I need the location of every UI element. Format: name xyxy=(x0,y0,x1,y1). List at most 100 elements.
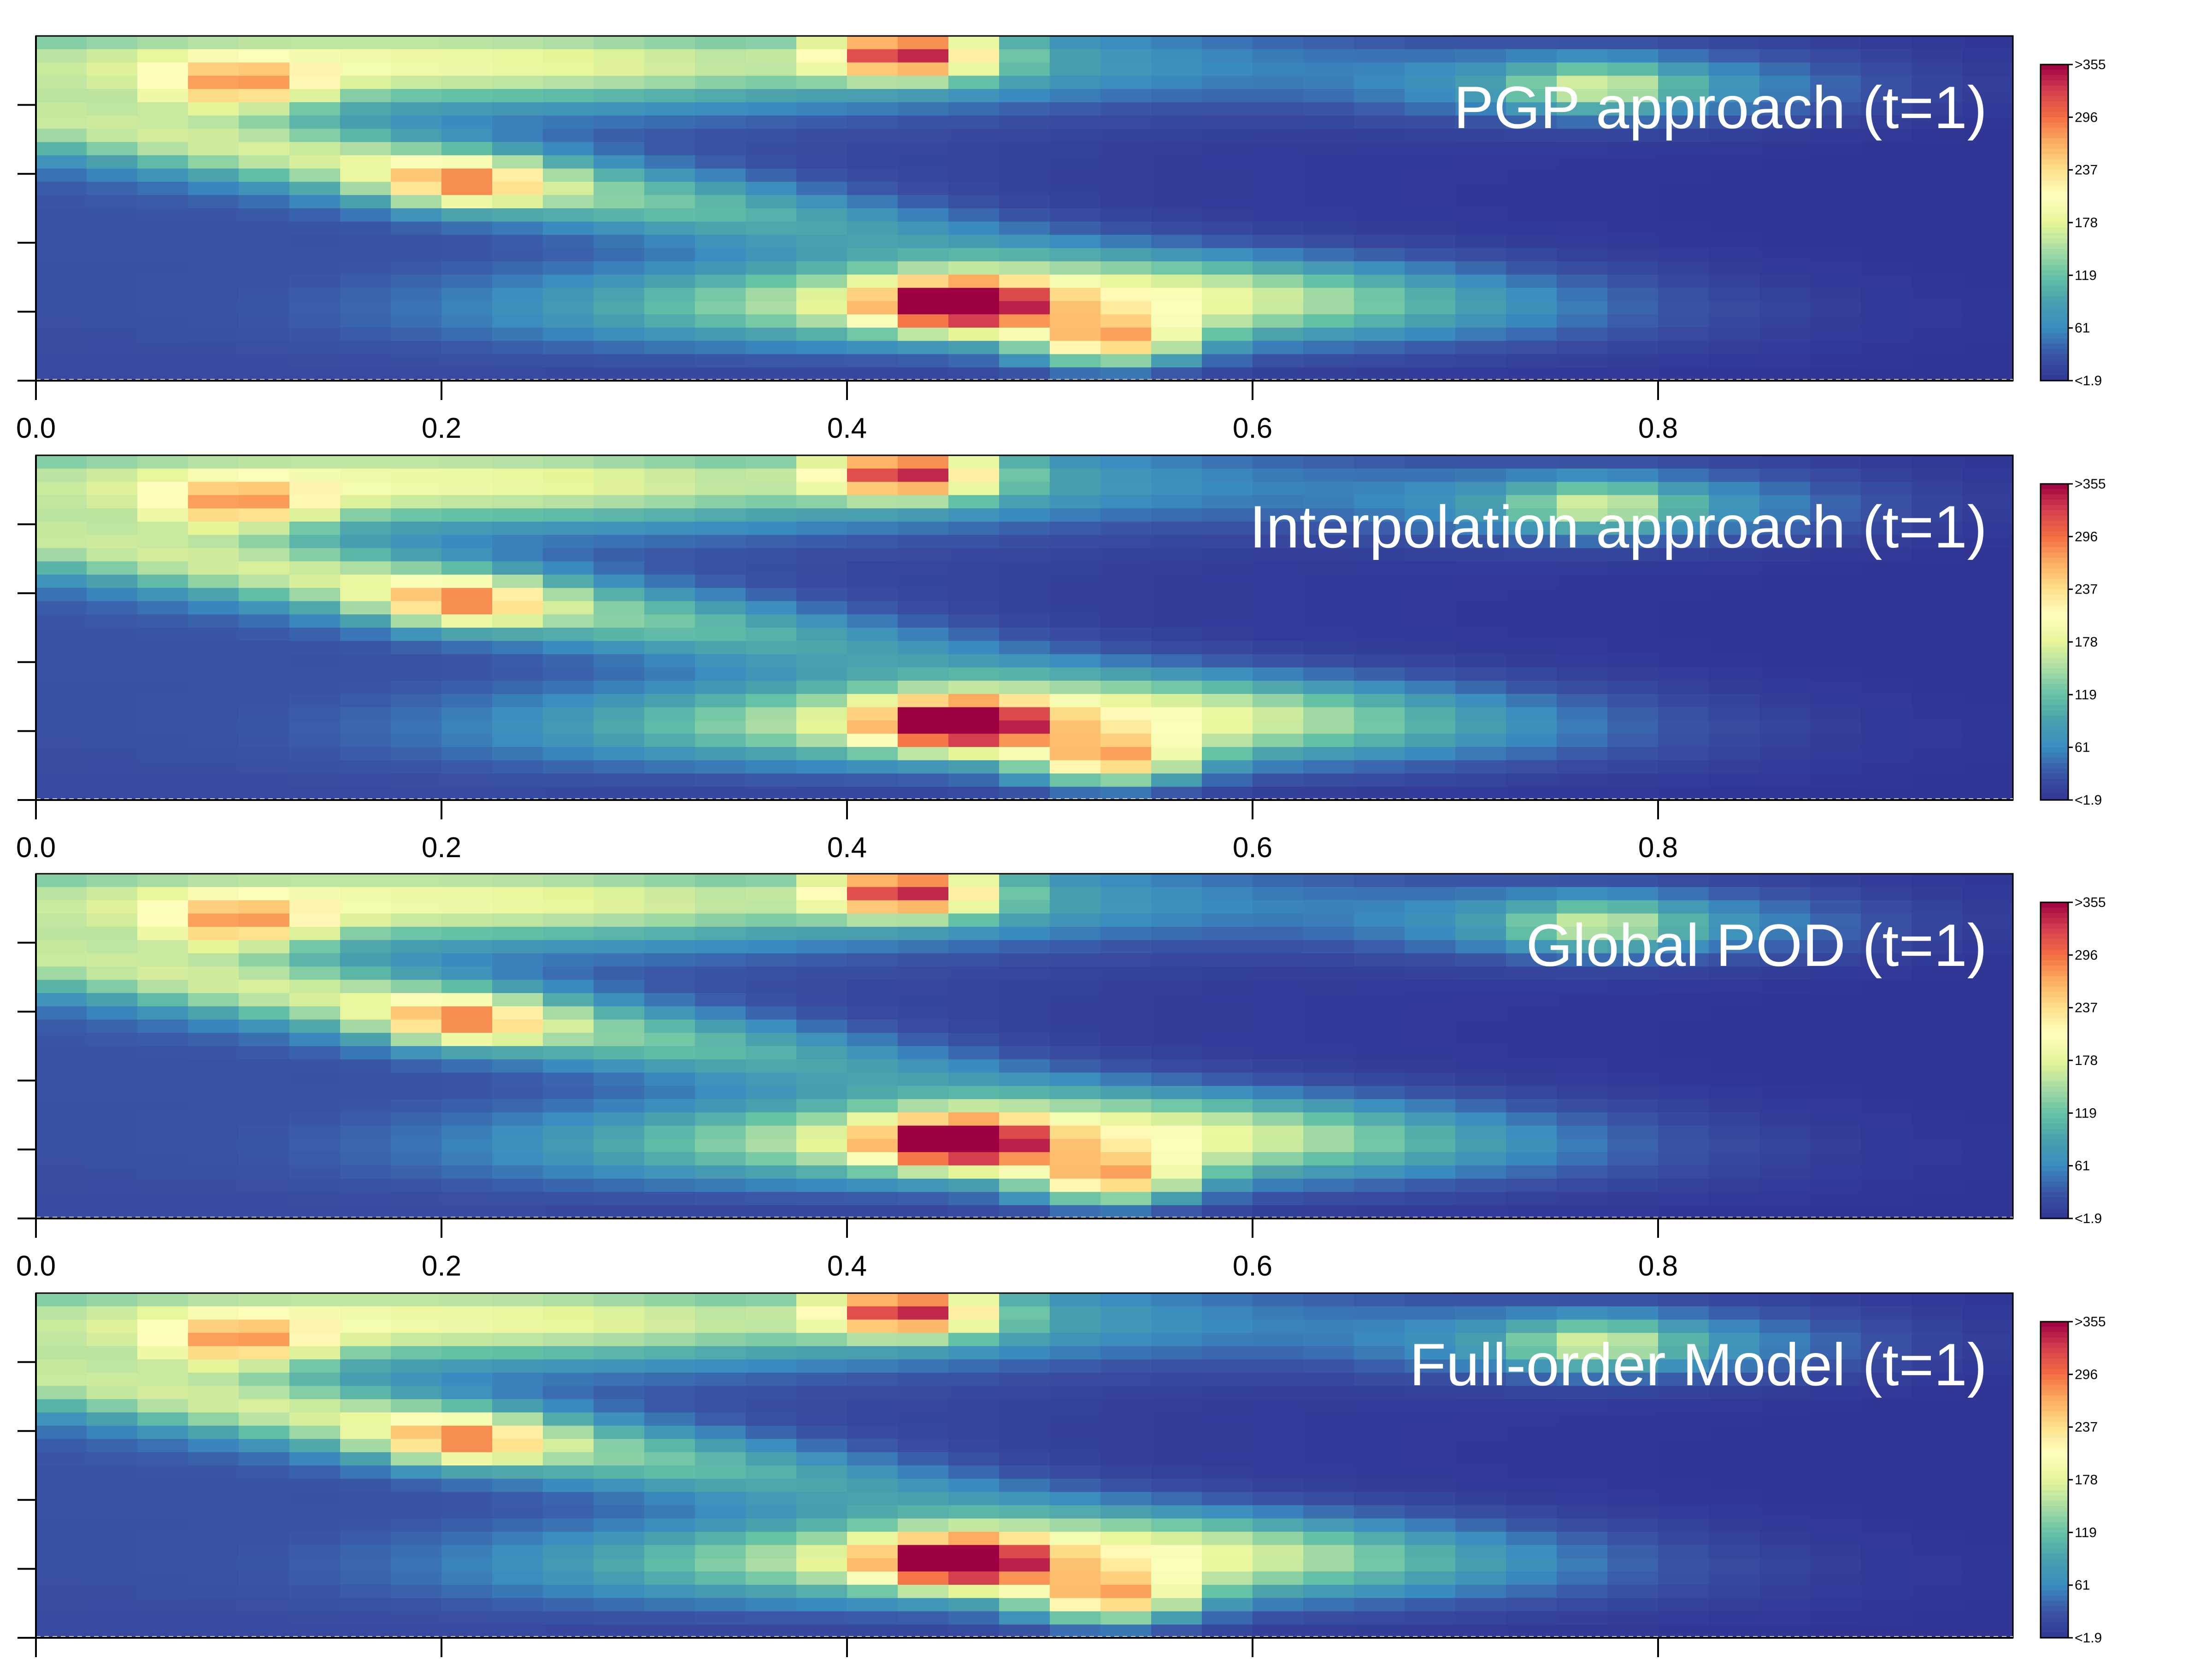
colorbar-label: >355 xyxy=(2075,57,2106,72)
heatmap-cell xyxy=(1050,1465,1101,1479)
heatmap-cell xyxy=(1253,521,1304,535)
heatmap-cell xyxy=(137,76,188,89)
heatmap-cell xyxy=(441,168,493,182)
heatmap-cell xyxy=(796,1006,847,1020)
heatmap-cell xyxy=(188,62,239,76)
heatmap-cell xyxy=(1759,129,1811,142)
heatmap-cell xyxy=(1759,1333,1811,1347)
heatmap-cell xyxy=(796,36,847,50)
heatmap-cell xyxy=(188,341,239,355)
heatmap-cell xyxy=(188,628,239,641)
colorbar-segment xyxy=(2041,291,2068,297)
heatmap-cell xyxy=(847,142,898,156)
heatmap-cell xyxy=(1253,1033,1304,1047)
heatmap-cell xyxy=(796,1112,847,1126)
heatmap-cell xyxy=(391,482,442,495)
heatmap-cell xyxy=(1100,142,1152,156)
heatmap-cell xyxy=(1557,1319,1608,1333)
heatmap-cell xyxy=(1354,1545,1405,1559)
heatmap-cell xyxy=(1405,354,1456,368)
colorbar-segment xyxy=(2041,122,2068,128)
heatmap-cell xyxy=(898,641,949,655)
heatmap-cell xyxy=(239,548,290,562)
colorbar-segment xyxy=(2041,1007,2068,1013)
heatmap-cell xyxy=(239,953,290,967)
heatmap-cell xyxy=(594,508,645,522)
heatmap-cell xyxy=(1912,681,1963,694)
heatmap-cell xyxy=(1759,900,1811,914)
heatmap-cell xyxy=(898,495,949,509)
heatmap-cell xyxy=(1658,288,1709,301)
heatmap-cell xyxy=(1607,521,1659,535)
heatmap-cell xyxy=(898,1192,949,1206)
colorbar-segment xyxy=(2041,1585,2068,1591)
heatmap-cell xyxy=(391,1046,442,1060)
heatmap-cell xyxy=(1506,734,1557,747)
colorbar-segment xyxy=(2041,306,2068,313)
heatmap-cell xyxy=(1405,654,1456,668)
heatmap-cell xyxy=(441,1584,493,1599)
heatmap-cell xyxy=(594,1558,645,1572)
heatmap-cell xyxy=(948,1545,1000,1559)
heatmap-cell xyxy=(1810,1139,1861,1153)
heatmap-cell xyxy=(1759,760,1811,774)
heatmap-cell xyxy=(1861,966,1912,980)
heatmap-cell xyxy=(594,195,645,209)
colorbar-segment xyxy=(2041,101,2068,107)
heatmap-cell xyxy=(1354,495,1405,509)
heatmap-cell xyxy=(543,720,594,734)
heatmap-cell xyxy=(87,574,138,588)
heatmap-cell xyxy=(289,1425,341,1440)
heatmap-cell xyxy=(1202,301,1253,315)
heatmap-cell xyxy=(1405,1086,1456,1100)
heatmap-cell xyxy=(1658,102,1709,116)
heatmap-cell xyxy=(1303,561,1354,575)
heatmap-cell xyxy=(594,248,645,262)
heatmap-cell xyxy=(1354,1112,1405,1126)
heatmap-cell xyxy=(1709,129,1760,142)
heatmap-cell xyxy=(644,115,695,129)
heatmap-cell xyxy=(999,588,1050,602)
heatmap-cell xyxy=(1303,953,1354,967)
heatmap-cell xyxy=(1303,1306,1354,1320)
heatmap-cell xyxy=(87,1425,138,1440)
heatmap-cell xyxy=(594,1584,645,1599)
heatmap-cell xyxy=(1861,574,1912,588)
heatmap-cell xyxy=(1759,327,1811,341)
heatmap-cell xyxy=(188,1386,239,1400)
heatmap-cell xyxy=(796,601,847,615)
heatmap-cell xyxy=(492,1125,543,1139)
heatmap-cell xyxy=(1455,707,1506,721)
heatmap-cell xyxy=(1050,168,1101,182)
heatmap-cell xyxy=(1303,707,1354,721)
heatmap-cell xyxy=(1962,1125,2013,1139)
heatmap-cell xyxy=(543,913,594,927)
heatmap-cell xyxy=(1050,1372,1101,1386)
heatmap-cell xyxy=(1912,195,1963,209)
heatmap-cell xyxy=(543,115,594,129)
panel-title: Global POD (t=1) xyxy=(1526,912,1987,979)
heatmap-cell xyxy=(441,1478,493,1493)
heatmap-cell xyxy=(1557,574,1608,588)
heatmap-cell xyxy=(1202,980,1253,994)
heatmap-cell xyxy=(87,1072,138,1086)
heatmap-cell xyxy=(1202,1112,1253,1126)
heatmap-cell xyxy=(1202,787,1253,800)
heatmap-cell xyxy=(644,1359,695,1373)
heatmap-cell xyxy=(1405,129,1456,142)
heatmap-cell xyxy=(644,1006,695,1020)
heatmap-cell xyxy=(1709,1531,1760,1546)
heatmap-cell xyxy=(1253,367,1304,381)
heatmap-cell xyxy=(36,1125,87,1139)
heatmap-cell xyxy=(796,574,847,588)
heatmap-cell xyxy=(1709,1545,1760,1559)
heatmap-cell xyxy=(1202,1019,1253,1033)
heatmap-cell xyxy=(1810,1306,1861,1320)
heatmap-cell xyxy=(492,628,543,641)
colorbar-label: 119 xyxy=(2075,1525,2097,1540)
heatmap-cell xyxy=(340,980,391,994)
colorbar-segment xyxy=(2041,907,2068,913)
heatmap-cell xyxy=(999,561,1050,575)
heatmap-cell xyxy=(1100,1019,1152,1033)
heatmap-cell xyxy=(1912,1505,1963,1519)
